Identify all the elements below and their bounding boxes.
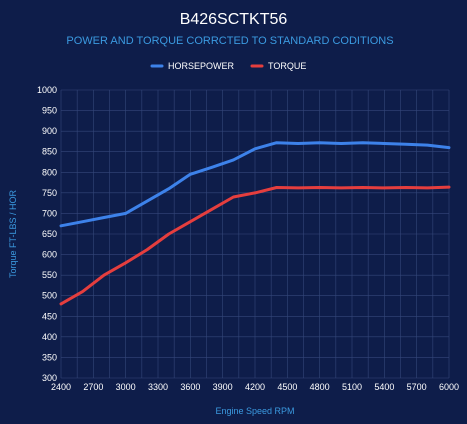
x-tick-label: 3600 [180,382,200,392]
y-tick-label: 750 [42,188,57,198]
legend-label-horsepower: HORSEPOWER [168,61,235,71]
y-axis-ticks: 300 350 400 450 500 550 600 650 700 750 800 850 900 9… [37,85,57,383]
y-tick-label: 550 [42,270,57,280]
x-tick-label: 4200 [245,382,265,392]
chart-subtitle: POWER AND TORQUE CORRCTED TO STANDARD CO… [66,35,393,47]
x-axis-ticks: 2400 2700 3000 3300 3600 3900 4200 4500 4800 5100… [51,382,459,392]
y-tick-label: 400 [42,332,57,342]
y-tick-label: 500 [42,291,57,301]
x-tick-label: 5700 [407,382,427,392]
y-tick-label: 950 [42,106,57,116]
y-tick-label: 300 [42,373,57,383]
x-tick-label: 6000 [439,382,459,392]
y-tick-label: 350 [42,352,57,362]
grid [60,89,450,379]
y-tick-label: 700 [42,208,57,218]
y-tick-label: 850 [42,147,57,157]
y-tick-label: 650 [42,229,57,239]
y-tick-label: 450 [42,311,57,321]
x-tick-label: 5400 [374,382,394,392]
chart-title: B426SCTKT56 [180,11,288,28]
x-tick-label: 5100 [342,382,362,392]
x-tick-label: 2400 [51,382,71,392]
y-tick-label: 1000 [37,85,57,95]
series-line-torque [59,185,451,306]
y-axis-label: Torque FT-LBS / HOR [8,189,18,278]
x-tick-label: 4800 [310,382,330,392]
x-tick-label: 3300 [148,382,168,392]
series-group [59,141,451,306]
legend: HORSEPOWER TORQUE [150,61,306,71]
y-tick-label: 900 [42,126,57,136]
y-tick-label: 800 [42,167,57,177]
series-line-horsepower [59,141,451,228]
x-tick-label: 2700 [83,382,103,392]
y-tick-label: 600 [42,250,57,260]
x-tick-label: 3900 [213,382,233,392]
x-tick-label: 3000 [116,382,136,392]
legend-label-torque: TORQUE [268,61,306,71]
x-axis-label: Engine Speed RPM [215,406,294,416]
x-tick-label: 4500 [277,382,297,392]
